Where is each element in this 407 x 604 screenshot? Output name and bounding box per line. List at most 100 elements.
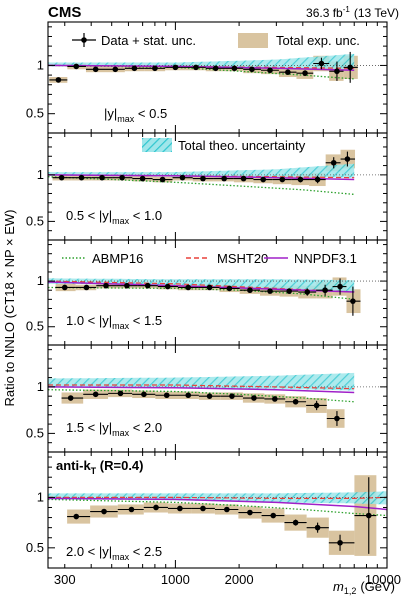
range-pre: 1.0 < |y| <box>66 313 112 328</box>
range-post: < 2.5 <box>129 544 162 559</box>
data-point-marker <box>103 282 109 289</box>
data-point-marker <box>99 174 105 181</box>
data-point-marker <box>152 65 158 72</box>
y-tick-label: 0.5 <box>26 540 44 555</box>
legend-theo-label: Total theo. uncertainty <box>178 138 306 153</box>
data-point-marker <box>128 506 135 513</box>
data-point-marker <box>330 159 337 166</box>
legend-exp-swatch <box>238 33 268 48</box>
panel-plot-area <box>48 475 387 556</box>
y-tick-label: 0.5 <box>26 425 44 440</box>
panel-plot-area <box>48 372 387 428</box>
data-point-marker <box>117 390 124 397</box>
theo-unc-band <box>48 163 355 178</box>
data-point <box>55 284 76 291</box>
y-tick-label: 0.5 <box>26 213 44 228</box>
data-point <box>243 66 261 73</box>
data-point <box>71 174 92 181</box>
data-point-marker <box>322 287 328 294</box>
range-pre: 2.0 < |y| <box>66 544 112 559</box>
ratio-panel-3: 1 0.5 1.0 < |y|max < 1.5 <box>26 239 388 346</box>
data-point <box>316 284 333 296</box>
data-point-marker <box>314 524 321 531</box>
data-point-marker <box>92 391 99 398</box>
data-point-marker <box>119 174 125 181</box>
data-point-marker <box>163 392 170 399</box>
legend-theo-swatch <box>142 138 172 152</box>
legend-theo-entry: Total theo. uncertainty <box>142 138 306 153</box>
ratio-panel-5: 1 0.5 2.0 < |y|max < 2.5 <box>26 451 388 569</box>
data-point <box>284 519 307 526</box>
data-point-marker <box>247 509 253 516</box>
data-point <box>238 509 262 516</box>
data-point <box>185 64 206 71</box>
data-point-marker <box>61 284 68 291</box>
data-point <box>253 176 273 183</box>
data-point <box>165 64 186 71</box>
lumi-exponent: -1 <box>343 5 351 14</box>
y-tick-label: 1 <box>37 273 44 288</box>
data-point <box>172 174 193 181</box>
data-point <box>67 513 91 520</box>
data-point-marker <box>212 65 219 72</box>
data-point-marker <box>231 65 238 72</box>
range-post: < 2.0 <box>129 420 162 435</box>
data-point-marker <box>292 519 299 526</box>
algorithm-name: anti-k <box>56 458 91 473</box>
x-axis-title: m1,2 (GeV) <box>333 579 395 596</box>
data-point-marker <box>347 64 353 71</box>
data-point <box>167 505 192 512</box>
data-point-marker <box>337 539 343 546</box>
data-point <box>157 283 178 290</box>
nnpdf31-curve <box>48 386 355 394</box>
data-point <box>52 174 72 181</box>
legend-pdf-entries: ABMP16 MSHT20 NNPDF3.1 <box>62 251 357 266</box>
y-tick-label: 1 <box>37 379 44 394</box>
x-tick-label: 300 <box>54 572 76 587</box>
data-point-marker <box>141 391 147 398</box>
legend-msht-label: MSHT20 <box>217 251 268 266</box>
panel-plot-area <box>48 149 387 196</box>
data-point <box>205 65 226 72</box>
range-post: < 0.5 <box>134 106 167 121</box>
data-point <box>259 288 280 294</box>
data-point-marker <box>365 512 372 519</box>
data-point-marker <box>179 174 186 181</box>
msht20-curve <box>48 384 355 390</box>
data-point-marker <box>131 65 138 72</box>
data-point <box>261 512 285 519</box>
panel-frame <box>47 451 388 569</box>
data-point <box>296 70 314 77</box>
data-point <box>177 284 199 291</box>
data-point <box>132 391 156 398</box>
data-point-marker <box>124 282 130 289</box>
data-point-marker <box>185 284 192 291</box>
range-pre: 0.5 < |y| <box>66 208 112 223</box>
data-point-marker <box>249 66 255 73</box>
data-point <box>61 395 84 401</box>
x-tick-labels: 300 1000 2000 10000 <box>54 572 401 587</box>
ratio-panel-4: 1 0.5 1.5 < |y|max < 2.0 <box>26 344 388 453</box>
nnpdf31-curve <box>48 64 355 72</box>
rapidity-range-label: 1.5 < |y|max < 2.0 <box>66 420 162 438</box>
data-point-marker <box>251 395 257 401</box>
data-point-marker <box>279 176 286 183</box>
data-point-marker <box>302 70 308 76</box>
panel-plot-area <box>48 277 387 316</box>
nnpdf31-curve <box>48 281 355 293</box>
data-point-marker <box>177 505 183 512</box>
legend-data-label: Data + stat. unc. <box>101 33 196 48</box>
data-point-marker <box>267 288 273 294</box>
legend-data-marker <box>81 37 87 43</box>
data-point-marker <box>58 174 65 181</box>
data-point <box>306 522 329 533</box>
data-point-marker <box>334 415 340 422</box>
data-point <box>278 69 297 75</box>
data-point-marker <box>292 398 299 405</box>
data-point-marker <box>144 282 151 289</box>
data-point-marker <box>164 283 171 290</box>
msht20-curve <box>48 496 387 499</box>
data-point <box>155 392 178 399</box>
data-point <box>242 395 265 401</box>
